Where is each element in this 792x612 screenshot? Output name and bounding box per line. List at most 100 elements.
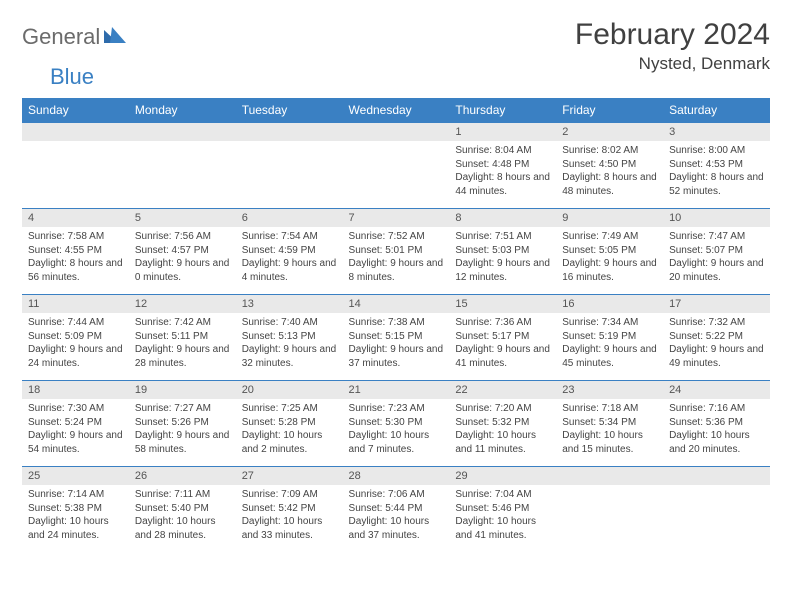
- daylight-text: Daylight: 9 hours and 8 minutes.: [349, 257, 444, 284]
- day-number: 18: [22, 381, 129, 399]
- day-content: Sunrise: 7:44 AMSunset: 5:09 PMDaylight:…: [22, 313, 129, 376]
- sunset-text: Sunset: 5:17 PM: [455, 330, 550, 344]
- sunset-text: Sunset: 5:34 PM: [562, 416, 657, 430]
- sunrise-text: Sunrise: 7:04 AM: [455, 488, 550, 502]
- day-content: Sunrise: 7:56 AMSunset: 4:57 PMDaylight:…: [129, 227, 236, 290]
- sunset-text: Sunset: 5:03 PM: [455, 244, 550, 258]
- sunset-text: Sunset: 5:22 PM: [669, 330, 764, 344]
- calendar-week-row: 11Sunrise: 7:44 AMSunset: 5:09 PMDayligh…: [22, 295, 770, 381]
- logo-text-blue: Blue: [50, 64, 94, 89]
- sunrise-text: Sunrise: 7:11 AM: [135, 488, 230, 502]
- calendar-cell: 11Sunrise: 7:44 AMSunset: 5:09 PMDayligh…: [22, 295, 129, 381]
- sunrise-text: Sunrise: 7:54 AM: [242, 230, 337, 244]
- daylight-text: Daylight: 9 hours and 32 minutes.: [242, 343, 337, 370]
- daylight-text: Daylight: 10 hours and 24 minutes.: [28, 515, 123, 542]
- calendar-cell: 29Sunrise: 7:04 AMSunset: 5:46 PMDayligh…: [449, 467, 556, 553]
- day-number: 20: [236, 381, 343, 399]
- day-content: Sunrise: 7:09 AMSunset: 5:42 PMDaylight:…: [236, 485, 343, 548]
- daylight-text: Daylight: 9 hours and 24 minutes.: [28, 343, 123, 370]
- day-number: 5: [129, 209, 236, 227]
- sunset-text: Sunset: 5:30 PM: [349, 416, 444, 430]
- day-number: 19: [129, 381, 236, 399]
- day-number: 28: [343, 467, 450, 485]
- calendar-cell: 5Sunrise: 7:56 AMSunset: 4:57 PMDaylight…: [129, 209, 236, 295]
- sunset-text: Sunset: 5:28 PM: [242, 416, 337, 430]
- sunrise-text: Sunrise: 7:44 AM: [28, 316, 123, 330]
- day-number: 27: [236, 467, 343, 485]
- calendar-cell: 21Sunrise: 7:23 AMSunset: 5:30 PMDayligh…: [343, 381, 450, 467]
- calendar-cell: 22Sunrise: 7:20 AMSunset: 5:32 PMDayligh…: [449, 381, 556, 467]
- calendar-cell: 8 Sunrise: 7:51 AMSunset: 5:03 PMDaylight…: [449, 209, 556, 295]
- day-number: [556, 467, 663, 485]
- sunset-text: Sunset: 4:48 PM: [455, 158, 550, 172]
- calendar-cell: 18Sunrise: 7:30 AMSunset: 5:24 PMDayligh…: [22, 381, 129, 467]
- sunrise-text: Sunrise: 7:06 AM: [349, 488, 444, 502]
- calendar-cell: 20Sunrise: 7:25 AMSunset: 5:28 PMDayligh…: [236, 381, 343, 467]
- daylight-text: Daylight: 10 hours and 2 minutes.: [242, 429, 337, 456]
- day-number: 10: [663, 209, 770, 227]
- day-number: 16: [556, 295, 663, 313]
- calendar-cell: 1Sunrise: 8:04 AMSunset: 4:48 PMDaylight…: [449, 123, 556, 209]
- calendar-cell: 19Sunrise: 7:27 AMSunset: 5:26 PMDayligh…: [129, 381, 236, 467]
- weekday-header: Tuesday: [236, 98, 343, 123]
- calendar-cell: [663, 467, 770, 553]
- daylight-text: Daylight: 9 hours and 16 minutes.: [562, 257, 657, 284]
- sunset-text: Sunset: 5:13 PM: [242, 330, 337, 344]
- day-content: Sunrise: 7:54 AMSunset: 4:59 PMDaylight:…: [236, 227, 343, 290]
- daylight-text: Daylight: 9 hours and 12 minutes.: [455, 257, 550, 284]
- sunset-text: Sunset: 4:57 PM: [135, 244, 230, 258]
- sunrise-text: Sunrise: 7:14 AM: [28, 488, 123, 502]
- day-number: 3: [663, 123, 770, 141]
- logo: General: [22, 18, 128, 50]
- sunset-text: Sunset: 5:44 PM: [349, 502, 444, 516]
- day-number: 12: [129, 295, 236, 313]
- sunrise-text: Sunrise: 7:42 AM: [135, 316, 230, 330]
- sunrise-text: Sunrise: 7:56 AM: [135, 230, 230, 244]
- daylight-text: Daylight: 9 hours and 54 minutes.: [28, 429, 123, 456]
- calendar-cell: [556, 467, 663, 553]
- calendar-cell: 15Sunrise: 7:36 AMSunset: 5:17 PMDayligh…: [449, 295, 556, 381]
- day-content: Sunrise: 7:52 AMSunset: 5:01 PMDaylight:…: [343, 227, 450, 290]
- calendar-cell: 28Sunrise: 7:06 AMSunset: 5:44 PMDayligh…: [343, 467, 450, 553]
- sunrise-text: Sunrise: 7:36 AM: [455, 316, 550, 330]
- calendar-cell: 27Sunrise: 7:09 AMSunset: 5:42 PMDayligh…: [236, 467, 343, 553]
- calendar-cell: 9Sunrise: 7:49 AMSunset: 5:05 PMDaylight…: [556, 209, 663, 295]
- day-content: Sunrise: 7:11 AMSunset: 5:40 PMDaylight:…: [129, 485, 236, 548]
- sunset-text: Sunset: 4:55 PM: [28, 244, 123, 258]
- day-number: 1: [449, 123, 556, 141]
- weekday-header: Wednesday: [343, 98, 450, 123]
- calendar-cell: 3Sunrise: 8:00 AMSunset: 4:53 PMDaylight…: [663, 123, 770, 209]
- day-content: Sunrise: 8:02 AMSunset: 4:50 PMDaylight:…: [556, 141, 663, 204]
- sunrise-text: Sunrise: 8:04 AM: [455, 144, 550, 158]
- day-content: Sunrise: 7:36 AMSunset: 5:17 PMDaylight:…: [449, 313, 556, 376]
- sunrise-text: Sunrise: 7:49 AM: [562, 230, 657, 244]
- day-content: Sunrise: 7:04 AMSunset: 5:46 PMDaylight:…: [449, 485, 556, 548]
- calendar-cell: 25Sunrise: 7:14 AMSunset: 5:38 PMDayligh…: [22, 467, 129, 553]
- day-number: [663, 467, 770, 485]
- daylight-text: Daylight: 10 hours and 7 minutes.: [349, 429, 444, 456]
- calendar-week-row: 4Sunrise: 7:58 AMSunset: 4:55 PMDaylight…: [22, 209, 770, 295]
- sunrise-text: Sunrise: 7:18 AM: [562, 402, 657, 416]
- month-title: February 2024: [575, 18, 770, 52]
- sunrise-text: Sunrise: 7:51 AM: [455, 230, 550, 244]
- sunrise-text: Sunrise: 7:23 AM: [349, 402, 444, 416]
- day-number: 15: [449, 295, 556, 313]
- day-number: 8: [449, 209, 556, 227]
- day-content: Sunrise: 7:23 AMSunset: 5:30 PMDaylight:…: [343, 399, 450, 462]
- sunset-text: Sunset: 4:50 PM: [562, 158, 657, 172]
- daylight-text: Daylight: 8 hours and 56 minutes.: [28, 257, 123, 284]
- daylight-text: Daylight: 10 hours and 33 minutes.: [242, 515, 337, 542]
- logo-triangle-icon: [104, 27, 126, 48]
- day-number: 2: [556, 123, 663, 141]
- sunrise-text: Sunrise: 7:34 AM: [562, 316, 657, 330]
- weekday-header: Thursday: [449, 98, 556, 123]
- day-content: Sunrise: 7:47 AMSunset: 5:07 PMDaylight:…: [663, 227, 770, 290]
- weekday-header: Friday: [556, 98, 663, 123]
- calendar-cell: 16Sunrise: 7:34 AMSunset: 5:19 PMDayligh…: [556, 295, 663, 381]
- daylight-text: Daylight: 9 hours and 4 minutes.: [242, 257, 337, 284]
- sunset-text: Sunset: 5:07 PM: [669, 244, 764, 258]
- calendar-cell: 24Sunrise: 7:16 AMSunset: 5:36 PMDayligh…: [663, 381, 770, 467]
- sunrise-text: Sunrise: 8:00 AM: [669, 144, 764, 158]
- weekday-header: Monday: [129, 98, 236, 123]
- day-content: Sunrise: 7:34 AMSunset: 5:19 PMDaylight:…: [556, 313, 663, 376]
